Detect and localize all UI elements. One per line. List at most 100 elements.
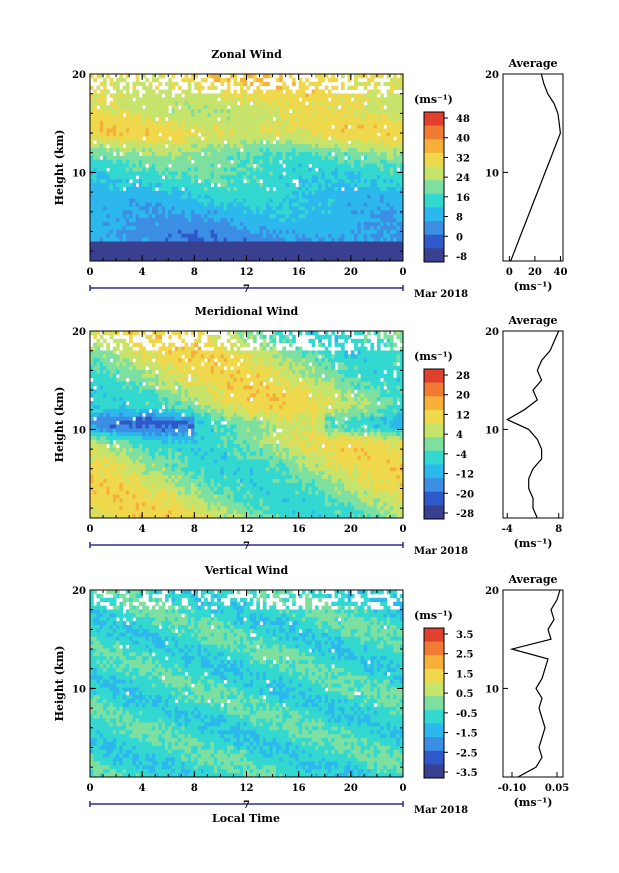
- colorbar-tick-label: 24: [456, 173, 470, 184]
- x-tick-label: 0: [87, 267, 94, 278]
- y-tick-label: 10: [72, 168, 86, 179]
- x-tick-label: 20: [344, 267, 358, 278]
- colorbar-frame: [423, 368, 445, 520]
- x-tick-label: 0: [87, 524, 94, 535]
- x-tick-label: 12: [240, 267, 254, 278]
- x-tick-label: 16: [292, 783, 306, 794]
- profile-frame: [502, 330, 564, 519]
- colorbar-tick-label: -2.5: [456, 748, 478, 759]
- colorbar-frame: [423, 111, 445, 263]
- profile-x-tick-label: 0: [506, 267, 513, 278]
- x-tick-label: 4: [139, 267, 146, 278]
- x-tick-label: 16: [292, 267, 306, 278]
- panel-meridional-wind: Meridional Wind 0 4 8 12 16 20 0 20 10 Height (km)…: [53, 305, 564, 557]
- colorbar-swatch: [424, 641, 444, 656]
- profile-line: [505, 330, 560, 519]
- profile-frame: [502, 73, 564, 262]
- x-tick-label: 12: [240, 524, 254, 535]
- x-tick-label: 0: [400, 524, 407, 535]
- profile-y-tick-label: 20: [485, 70, 499, 81]
- chart-title: Meridional Wind: [195, 305, 299, 318]
- colorbar-tick-label: 1.5: [456, 669, 473, 680]
- x-tick-label: 0: [400, 783, 407, 794]
- colorbar-unit: (ms⁻¹): [414, 93, 453, 106]
- heatmap-field: [90, 74, 403, 261]
- x-tick-label: 12: [240, 783, 254, 794]
- heatmap-field: [90, 331, 403, 518]
- colorbar-swatch: [424, 125, 444, 140]
- date-label: Mar 2018: [414, 805, 468, 816]
- x-tick-label: 16: [292, 524, 306, 535]
- colorbar-swatch: [424, 234, 444, 249]
- colorbar-swatch: [424, 478, 444, 493]
- profile-x-tick-label: 20: [528, 267, 542, 278]
- x-tick-label: 4: [139, 524, 146, 535]
- colorbar-tick-label: -1.5: [456, 729, 478, 740]
- colorbar-tick-label: 4: [456, 430, 463, 441]
- y-tick-label: 20: [72, 586, 86, 597]
- colorbar-swatch: [424, 180, 444, 195]
- panel-vertical-wind: Vertical Wind 0 4 8 12 16 20 0 20 10 Height (km) 7 M…: [53, 564, 569, 816]
- profile-y-tick-label: 20: [485, 327, 499, 338]
- day-label: 7: [243, 800, 250, 811]
- colorbar-swatch: [424, 437, 444, 452]
- colorbar-frame: [423, 627, 445, 779]
- x-tick-label: 20: [344, 783, 358, 794]
- x-tick-label: 0: [400, 267, 407, 278]
- y-axis-label: Height (km): [53, 387, 66, 463]
- x-tick-label: 20: [344, 524, 358, 535]
- x-axis-label: Local Time: [212, 812, 280, 825]
- colorbar-tick-label: 32: [456, 153, 470, 164]
- colorbar-swatch: [424, 248, 444, 263]
- colorbar-tick-label: -3.5: [456, 768, 478, 779]
- colorbar-tick-label: 48: [456, 114, 470, 125]
- profile-title: Average: [507, 57, 557, 70]
- colorbar-tick-label: -0.5: [456, 709, 478, 720]
- colorbar-tick-label: -4: [456, 450, 467, 461]
- colorbar-swatch: [424, 409, 444, 425]
- profile-x-tick-label: 40: [553, 267, 567, 278]
- colorbar-tick-label: 0.5: [456, 689, 473, 700]
- colorbar-swatch: [424, 750, 444, 765]
- colorbar-swatch: [424, 682, 444, 697]
- heatmap-field: [90, 590, 403, 777]
- chart-title: Vertical Wind: [204, 564, 289, 577]
- colorbar-swatch: [424, 505, 444, 520]
- colorbar-swatch: [424, 396, 444, 411]
- profile-y-tick-label: 10: [485, 684, 499, 695]
- profile-unit: (ms⁻¹): [514, 796, 553, 809]
- x-tick-label: 0: [87, 783, 94, 794]
- profile-title: Average: [507, 314, 557, 327]
- date-label: Mar 2018: [414, 546, 468, 557]
- colorbar-tick-label: 0: [456, 232, 463, 243]
- profile-x-tick-label: -4: [502, 524, 513, 535]
- colorbar-swatch: [424, 193, 444, 208]
- colorbar-tick-label: 20: [456, 391, 470, 402]
- colorbar-swatch: [424, 628, 444, 643]
- colorbar-tick-label: 16: [456, 193, 470, 204]
- x-tick-label: 8: [191, 783, 198, 794]
- colorbar-swatch: [424, 139, 444, 154]
- colorbar-swatch: [424, 450, 444, 465]
- profile-x-tick-label: 0.05: [545, 783, 569, 794]
- colorbar-unit: (ms⁻¹): [414, 350, 453, 363]
- colorbar-swatch: [424, 221, 444, 236]
- profile-frame: [502, 589, 564, 778]
- colorbar-swatch: [424, 709, 444, 724]
- x-tick-label: 8: [191, 267, 198, 278]
- profile-line: [510, 73, 562, 262]
- colorbar-swatch: [424, 655, 444, 670]
- colorbar-tick-label: 12: [456, 410, 470, 421]
- colorbar-swatch: [424, 207, 444, 222]
- profile-unit: (ms⁻¹): [514, 537, 553, 550]
- x-tick-label: 8: [191, 524, 198, 535]
- profile-y-tick-label: 20: [485, 586, 499, 597]
- colorbar-tick-label: -12: [456, 470, 474, 481]
- colorbar-swatch: [424, 112, 444, 127]
- colorbar-tick-label: 28: [456, 371, 470, 382]
- profile-line: [509, 589, 561, 778]
- profile-x-tick-label: -0.10: [498, 783, 527, 794]
- colorbar-tick-label: -8: [456, 252, 467, 263]
- profile-x-tick-label: 8: [555, 524, 562, 535]
